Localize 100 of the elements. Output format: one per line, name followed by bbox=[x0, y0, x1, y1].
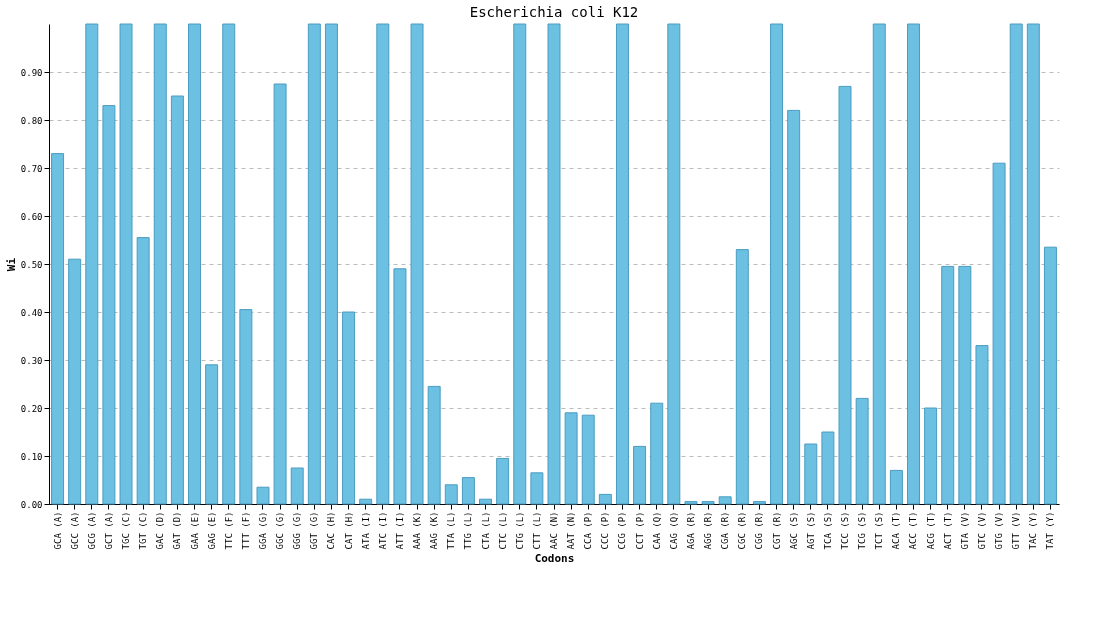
bar bbox=[359, 498, 373, 505]
x-tick-label: CAG (Q) bbox=[668, 511, 679, 550]
bar bbox=[667, 23, 681, 505]
x-tick-label: GTC (V) bbox=[976, 511, 987, 550]
x-tick-label: CTT (L) bbox=[531, 511, 542, 550]
bar bbox=[256, 486, 270, 505]
bar bbox=[1009, 23, 1023, 505]
bar bbox=[615, 23, 629, 505]
x-tick-label: AAG (K) bbox=[429, 511, 440, 550]
x-tick-label: TCG (S) bbox=[857, 511, 868, 550]
bar bbox=[136, 237, 150, 505]
x-axis-title: Codons bbox=[534, 552, 575, 566]
bar bbox=[307, 23, 321, 505]
x-tick-label: GAT (D) bbox=[172, 511, 183, 550]
bar bbox=[770, 23, 784, 505]
x-tick-label: TTC (F) bbox=[223, 511, 234, 550]
x-tick-label: TTA (L) bbox=[446, 511, 457, 550]
bar bbox=[273, 83, 287, 505]
x-tick-label: AAA (K) bbox=[412, 511, 423, 550]
x-tick-label: TCT (S) bbox=[874, 511, 885, 550]
y-axis-title: Wi bbox=[4, 257, 18, 272]
x-tick-label: CCA (P) bbox=[583, 511, 594, 550]
x-tick-label: GGT (G) bbox=[309, 511, 320, 550]
x-tick-label: CCG (P) bbox=[617, 511, 628, 550]
x-tick-label: TAC (Y) bbox=[1028, 511, 1039, 550]
bar bbox=[51, 153, 65, 505]
bar bbox=[239, 309, 253, 505]
x-tick-label: CAA (Q) bbox=[651, 511, 662, 550]
x-tick-label: AGC (S) bbox=[788, 511, 799, 550]
x-tick-label: GTG (V) bbox=[994, 511, 1005, 550]
bar bbox=[581, 414, 595, 505]
x-tick-label: TCC (S) bbox=[840, 511, 851, 550]
x-tick-label: TAT (Y) bbox=[1045, 511, 1056, 550]
bar bbox=[153, 23, 167, 505]
bar bbox=[170, 95, 184, 505]
bar bbox=[633, 445, 647, 505]
bar bbox=[222, 23, 236, 505]
y-tick-label: 0.20 bbox=[20, 403, 43, 414]
bar bbox=[855, 397, 869, 505]
bar bbox=[924, 407, 938, 505]
x-tick-label: AAC (N) bbox=[549, 511, 559, 550]
bar bbox=[838, 85, 852, 505]
x-tick-label: TCA (S) bbox=[822, 511, 833, 550]
x-tick-label: CTA (L) bbox=[480, 511, 491, 550]
x-tick-label: GGG (G) bbox=[292, 511, 303, 550]
y-tick-label: 0.60 bbox=[20, 211, 43, 222]
bar bbox=[547, 23, 561, 505]
bar bbox=[102, 105, 116, 505]
bar bbox=[787, 109, 801, 505]
x-tick-label: AAT (N) bbox=[566, 511, 577, 550]
x-tick-label: CAT (H) bbox=[343, 511, 354, 550]
x-tick-label: AGT (S) bbox=[805, 511, 816, 550]
bar bbox=[444, 484, 458, 505]
x-tick-label: GAA (E) bbox=[189, 511, 200, 550]
bar bbox=[410, 23, 424, 505]
x-tick-label: GTT (V) bbox=[1011, 511, 1022, 550]
bar bbox=[342, 311, 356, 505]
bar bbox=[992, 162, 1006, 505]
bar bbox=[427, 385, 441, 505]
x-tick-label: CGT (R) bbox=[771, 511, 782, 550]
bar bbox=[907, 23, 920, 505]
bar bbox=[941, 265, 955, 505]
y-tick-label: 0.10 bbox=[20, 451, 43, 462]
x-tick-label: GCA (A) bbox=[52, 511, 63, 550]
bar bbox=[68, 258, 82, 505]
x-tick-label: ACA (T) bbox=[891, 511, 902, 550]
y-tick-label: 0.80 bbox=[20, 115, 43, 126]
bar bbox=[650, 402, 664, 505]
x-tick-label: GTA (V) bbox=[959, 511, 970, 550]
x-tick-label: GCT (A) bbox=[103, 511, 114, 550]
y-tick-label: 0.40 bbox=[20, 307, 43, 318]
y-tick-label: 0.70 bbox=[20, 163, 43, 174]
x-tick-label: CAC (H) bbox=[326, 511, 337, 550]
chart-title: Escherichia coli K12 bbox=[469, 3, 639, 20]
y-tick-label: 0.90 bbox=[20, 67, 43, 78]
x-tick-label: TTG (L) bbox=[463, 511, 474, 550]
bar bbox=[564, 412, 578, 505]
x-tick-label: ATC (I) bbox=[377, 511, 388, 550]
bar bbox=[701, 501, 715, 505]
x-tick-label: CTG (L) bbox=[514, 511, 525, 550]
x-tick-label: TGT (C) bbox=[138, 511, 149, 550]
x-tick-label: ACT (T) bbox=[942, 511, 953, 550]
bar bbox=[461, 477, 475, 505]
x-tick-label: CGG (R) bbox=[754, 511, 765, 550]
bar bbox=[1026, 23, 1040, 505]
bar bbox=[735, 249, 749, 505]
x-tick-label: ACC (T) bbox=[908, 511, 919, 550]
x-tick-label: CCC (P) bbox=[600, 511, 611, 550]
y-tick-label: 0.30 bbox=[20, 355, 43, 366]
x-tick-label: CGA (R) bbox=[720, 511, 731, 550]
bar bbox=[752, 501, 766, 505]
y-tick-label: 0.50 bbox=[20, 259, 43, 270]
x-tick-label: CGC (R) bbox=[737, 511, 748, 550]
x-tick-label: GGC (G) bbox=[275, 511, 286, 550]
bar bbox=[958, 265, 972, 505]
bar bbox=[975, 345, 989, 505]
bar bbox=[889, 469, 903, 505]
bar bbox=[376, 23, 390, 505]
bar bbox=[684, 501, 698, 505]
x-tick-label: TGC (C) bbox=[121, 511, 132, 550]
